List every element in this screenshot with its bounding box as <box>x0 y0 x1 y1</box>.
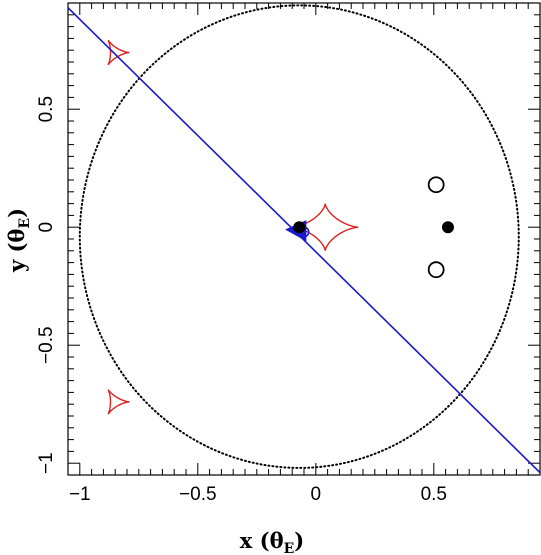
plot-area <box>68 4 540 474</box>
x-tick-label: 0.5 <box>421 484 447 505</box>
y-axis-label-main: y (θ <box>4 229 29 273</box>
x-tick-label: 0 <box>311 484 322 505</box>
x-axis-label: x (θE) <box>240 528 304 555</box>
x-tick-label: −1 <box>69 484 91 505</box>
y-tick-label: 0.5 <box>36 96 57 122</box>
axis-ticks: −1 −0.5 0 0.5 −1 −0.5 0 0.5 <box>36 2 541 505</box>
caustic-central <box>292 203 359 251</box>
lens-mass <box>293 221 306 234</box>
y-tick-label: 0 <box>36 222 57 233</box>
y-axis-label-sub: E <box>17 218 33 229</box>
x-tick-label: −0.5 <box>179 484 217 505</box>
y-axis-label-close: ) <box>4 208 29 218</box>
lens-open-circle <box>427 261 445 279</box>
data-layer <box>68 4 540 474</box>
lens-mass <box>441 221 454 234</box>
y-tick-label: −0.5 <box>36 326 57 364</box>
x-axis-label-sub: E <box>284 541 295 555</box>
critical-curve <box>78 4 520 469</box>
y-axis-label: y (θE) <box>4 208 33 273</box>
lens-open-circle <box>427 176 445 194</box>
caustic-upper-left <box>107 39 130 66</box>
source-trajectory <box>68 7 540 474</box>
caustic-lower-left <box>107 389 130 415</box>
y-tick-label: −1 <box>36 452 57 474</box>
x-axis-label-close: ) <box>294 528 304 553</box>
x-axis-label-main: x (θ <box>240 528 284 553</box>
